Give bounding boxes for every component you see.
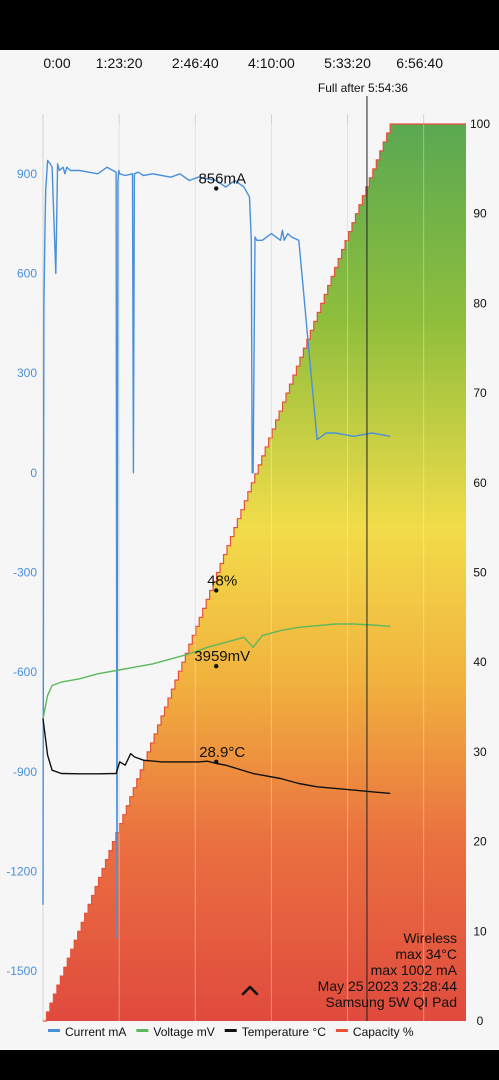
time-tick-label: 2:46:40 <box>172 55 219 71</box>
right-axis-tick-label: 80 <box>473 296 487 310</box>
right-axis-tick-label: 90 <box>473 207 487 221</box>
capacity-area <box>43 124 466 1021</box>
left-axis-tick-label: 300 <box>17 366 37 380</box>
time-tick-label: 1:23:20 <box>96 55 143 71</box>
legend-swatch <box>224 1029 237 1032</box>
left-axis-tick-label: 600 <box>17 267 37 281</box>
navigation-bar <box>0 1050 499 1080</box>
legend-label: Capacity % <box>353 1025 414 1039</box>
status-bar <box>0 0 499 50</box>
right-axis-tick-label: 10 <box>473 924 487 938</box>
annotation-dot <box>214 186 219 191</box>
right-axis-tick-label: 60 <box>473 476 487 490</box>
annotation-label: 856mA <box>198 170 246 187</box>
left-axis-tick-label: 900 <box>17 167 37 181</box>
annotation-label: 48% <box>207 572 237 589</box>
annotation-label: 28.9°C <box>199 744 245 761</box>
left-axis-tick-label: -900 <box>13 765 37 779</box>
right-axis-tick-label: 50 <box>473 566 487 580</box>
annotation-dot <box>214 588 219 593</box>
time-tick-label: 4:10:00 <box>248 55 295 71</box>
legend-swatch <box>48 1029 60 1032</box>
right-axis-tick-label: 30 <box>473 745 487 759</box>
capacity-line <box>43 123 466 1022</box>
full-after-label: Full after 5:54:36 <box>318 81 408 95</box>
legend-label: Current mA <box>65 1025 126 1039</box>
legend-label: Voltage mV <box>153 1025 214 1039</box>
series-line-current-ma <box>42 159 391 939</box>
left-axis-tick-label: -1500 <box>6 964 37 978</box>
legend-swatch <box>335 1029 348 1032</box>
time-tick-label: 6:56:40 <box>396 55 443 71</box>
left-axis-tick-label: -300 <box>13 566 37 580</box>
right-axis-tick-label: 0 <box>477 1014 484 1028</box>
series-line-voltage-mv <box>42 623 391 719</box>
left-axis-tick-label: -1200 <box>6 865 37 879</box>
chevron-up-icon[interactable] <box>238 978 262 1002</box>
annotation-dot <box>214 759 219 765</box>
legend-label: Temperature °C <box>242 1025 326 1039</box>
right-axis-tick-label: 100 <box>470 117 490 131</box>
annotation-label: 3959mV <box>194 648 250 665</box>
left-axis-tick-label: 0 <box>30 466 37 480</box>
right-axis-tick-label: 40 <box>473 655 487 669</box>
time-tick-label: 0:00 <box>43 55 70 71</box>
time-tick-label: 5:33:20 <box>324 55 371 71</box>
battery-chart: Full after 5:54:36 0:00 1:23:20 2:46:40 4:10… <box>6 55 490 1039</box>
right-axis-tick-label: 20 <box>473 835 487 849</box>
left-axis-tick-label: -600 <box>13 665 37 679</box>
annotation-dot <box>214 663 219 669</box>
right-axis-tick-label: 70 <box>473 386 487 400</box>
series-line-temperature-c <box>42 718 391 795</box>
legend-swatch <box>136 1029 149 1032</box>
